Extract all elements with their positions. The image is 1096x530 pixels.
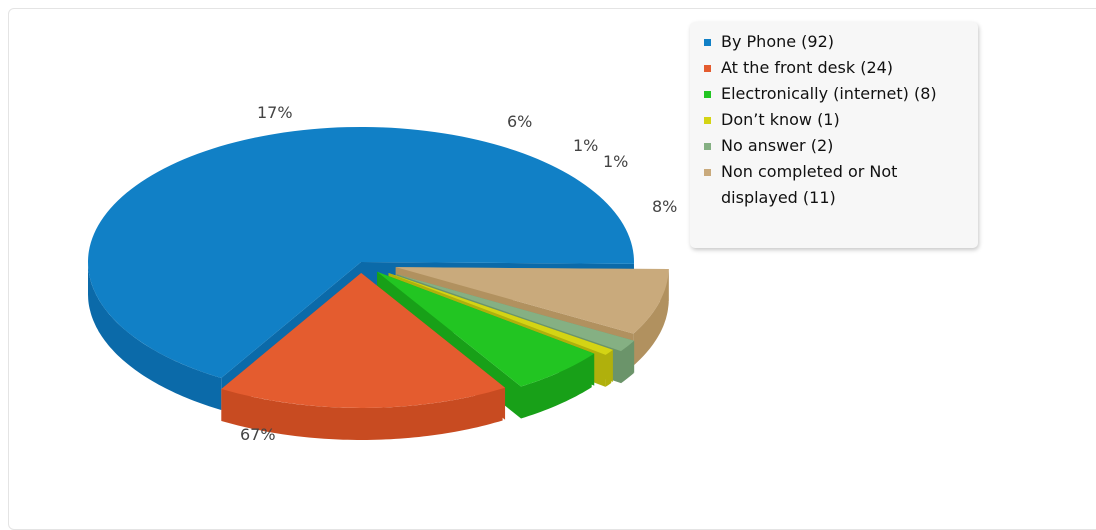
pie-slice-top <box>395 267 669 334</box>
legend-label: No answer (2) <box>721 136 834 155</box>
legend-item: Non completed or Not displayed (11) <box>704 159 970 211</box>
legend-swatch <box>704 39 711 46</box>
percent-label: 1% <box>603 152 628 171</box>
pie-slice-side <box>521 355 592 419</box>
legend-swatch <box>704 169 711 176</box>
pie-slice-side <box>88 260 222 410</box>
percent-label: 6% <box>507 112 532 131</box>
legend-label: Non completed or Not displayed (11) <box>721 162 898 207</box>
percent-label: 17% <box>257 103 293 122</box>
pie-slice-top <box>221 272 506 408</box>
legend-swatch <box>704 117 711 124</box>
pie-slice-top <box>388 272 613 355</box>
pie-slice-side <box>605 351 612 387</box>
pie-slice-top <box>87 127 634 378</box>
legend-label: By Phone (92) <box>721 32 835 51</box>
legend-swatch <box>704 143 711 150</box>
legend-item: No answer (2) <box>704 133 970 159</box>
legend-item: By Phone (92) <box>704 29 970 55</box>
legend-label: At the front desk (24) <box>721 58 894 77</box>
percent-label: 1% <box>573 136 598 155</box>
percent-label: 67% <box>240 425 276 444</box>
pie-slice-side <box>633 270 669 366</box>
legend-label: Don’t know (1) <box>721 110 840 129</box>
legend-label: Electronically (internet) (8) <box>721 84 937 103</box>
chart-legend: By Phone (92) At the front desk (24) Elect… <box>690 22 978 248</box>
legend-item: Don’t know (1) <box>704 107 970 133</box>
pie-slice-top <box>396 274 635 352</box>
legend-item: Electronically (internet) (8) <box>704 81 970 107</box>
pie-slice-side <box>221 388 503 440</box>
pie-slice-side <box>621 341 634 384</box>
pie-chart: 67% 17% 6% 1% 1% 8% <box>87 103 677 444</box>
legend-swatch <box>704 65 711 72</box>
percent-label: 8% <box>652 197 677 216</box>
pie-slice-top <box>377 271 595 387</box>
pie-slice-2 <box>221 272 506 440</box>
legend-item: At the front desk (24) <box>704 55 970 81</box>
legend-swatch <box>704 91 711 98</box>
